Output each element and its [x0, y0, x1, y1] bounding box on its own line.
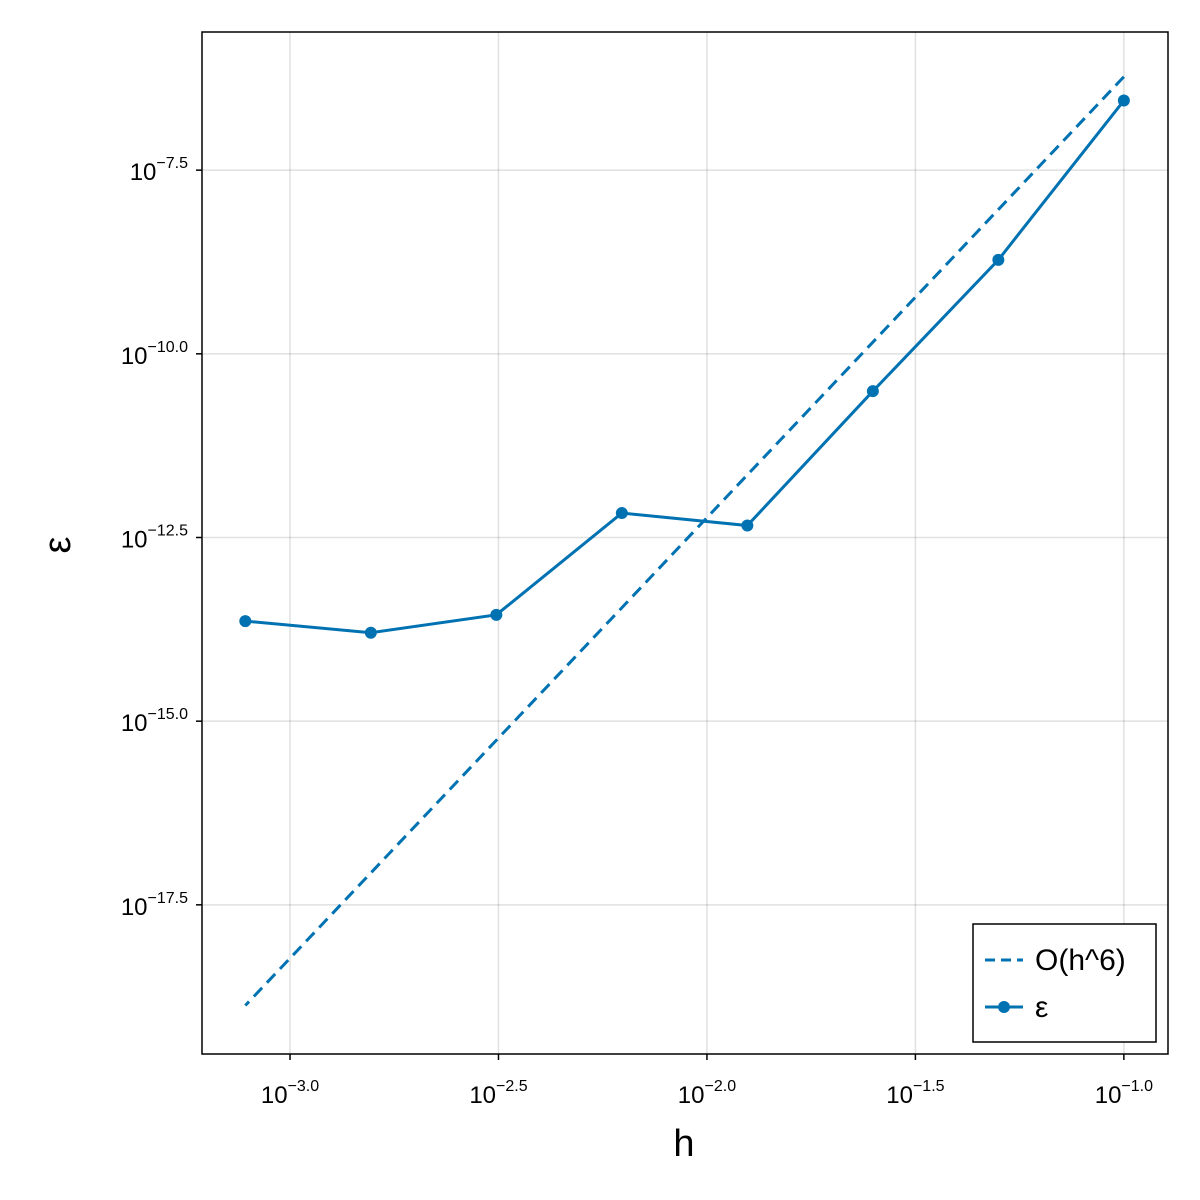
- tick-label: 10−17.5: [121, 890, 188, 921]
- data-point: [1117, 94, 1130, 107]
- tick-base: 10: [261, 1082, 288, 1109]
- legend: O(h^6) ε: [972, 923, 1157, 1043]
- y-axis-label: ε: [37, 536, 79, 553]
- x-axis-label: h: [673, 1123, 694, 1165]
- tick-exponent: −7.5: [156, 155, 188, 172]
- data-point: [615, 507, 628, 520]
- legend-label: O(h^6): [1035, 944, 1126, 977]
- tick-base: 10: [121, 711, 148, 738]
- series-line: [245, 99, 1126, 635]
- tick-base: 10: [121, 343, 148, 370]
- tick-exponent: −12.5: [148, 523, 189, 540]
- tick-exponent: −2.0: [705, 1078, 737, 1095]
- tick-label: 10−1.5: [886, 1078, 944, 1109]
- legend-marker: [998, 1001, 1010, 1013]
- tick-labels: 10−3.0 10−2.5 10−2.0 10−1.5 10−1.010−17.510−…: [121, 155, 1153, 1109]
- tick-base: 10: [1095, 1082, 1122, 1109]
- data-point: [490, 608, 503, 621]
- tick-label: 10−15.0: [121, 706, 188, 737]
- legend-label: ε: [1035, 991, 1048, 1024]
- tick-exponent: −15.0: [148, 706, 189, 723]
- data-point: [992, 253, 1005, 266]
- tick-base: 10: [121, 894, 148, 921]
- grid: [196, 32, 1168, 1060]
- tick-label: 10−12.5: [121, 523, 188, 554]
- data-point: [239, 615, 252, 628]
- tick-base: 10: [678, 1082, 705, 1109]
- tick-label: 10−3.0: [261, 1078, 319, 1109]
- data-point: [866, 385, 879, 398]
- tick-base: 10: [469, 1082, 496, 1109]
- tick-exponent: −1.0: [1121, 1078, 1153, 1095]
- tick-base: 10: [121, 527, 148, 554]
- data-point: [364, 626, 377, 639]
- tick-label: 10−2.0: [678, 1078, 736, 1109]
- tick-label: 10−10.0: [121, 339, 188, 370]
- plot-frame: [201, 31, 1169, 1055]
- tick-exponent: −3.0: [288, 1078, 320, 1095]
- tick-exponent: −1.5: [913, 1078, 945, 1095]
- tick-exponent: −10.0: [148, 339, 189, 356]
- tick-label: 10−7.5: [130, 155, 188, 186]
- series-line: [244, 75, 1125, 1007]
- tick-label: 10−2.5: [469, 1078, 527, 1109]
- legend-box: [972, 923, 1157, 1043]
- data-point: [741, 519, 754, 532]
- tick-exponent: −17.5: [148, 890, 189, 907]
- tick-exponent: −2.5: [496, 1078, 528, 1095]
- tick-base: 10: [886, 1082, 913, 1109]
- tick-base: 10: [130, 159, 157, 186]
- plot-area: [239, 75, 1130, 1007]
- tick-label: 10−1.0: [1095, 1078, 1153, 1109]
